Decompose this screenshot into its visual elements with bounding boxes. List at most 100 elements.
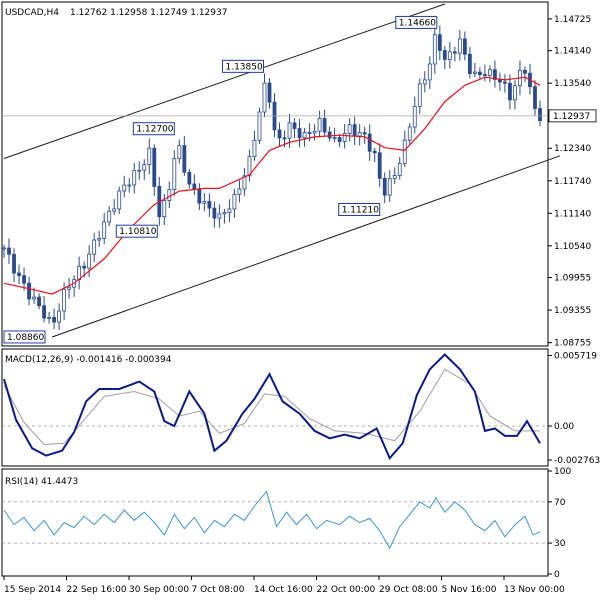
- candle-body: [2, 247, 6, 250]
- channel-lower-line: [51, 155, 561, 338]
- candle-body: [27, 282, 31, 300]
- price-annotation-box: [221, 59, 264, 73]
- candle-body: [222, 212, 227, 215]
- candle-body: [462, 38, 467, 55]
- candle-body: [167, 189, 172, 201]
- candle-body: [182, 145, 187, 173]
- candle-body: [302, 132, 307, 139]
- macd-plot: [2, 353, 548, 460]
- chart-ohlc: 1.12762 1.12958 1.12749 1.12937: [70, 8, 227, 18]
- candle-body: [317, 118, 322, 132]
- candle-body: [427, 63, 432, 81]
- candle-body: [337, 137, 342, 142]
- candle-body: [442, 50, 447, 60]
- candle-body: [147, 147, 152, 166]
- candle-body: [227, 208, 232, 213]
- candle-body: [82, 265, 87, 269]
- candle-body: [47, 317, 51, 319]
- candle-body: [297, 128, 302, 139]
- candle-body: [232, 193, 237, 210]
- time-tick-label: 5 Nov 16:00: [442, 585, 497, 595]
- candle-body: [17, 272, 21, 277]
- candle-body: [62, 288, 67, 312]
- rsi-tick-label: 30: [554, 539, 566, 549]
- price-annotation-box: [132, 122, 175, 136]
- candle-body: [162, 200, 167, 218]
- candle-body: [452, 51, 457, 54]
- candle-body: [242, 175, 247, 190]
- candle-body: [257, 111, 262, 141]
- macd-signal-line: [3, 368, 540, 446]
- candle-body: [477, 71, 482, 75]
- rsi-panel: RSI(14) 41.4473 100 70 30 0: [1, 467, 571, 580]
- candle-body: [127, 184, 132, 187]
- candle-body: [397, 163, 402, 176]
- time-tick-label: 22 Oct 00:00: [317, 585, 376, 595]
- candle-body: [312, 130, 317, 134]
- candle-body: [523, 69, 527, 74]
- candle-body: [382, 177, 387, 196]
- candle-body: [87, 253, 92, 269]
- candle-body: [513, 85, 517, 101]
- macd-title: MACD(12,26,9) -0.001416 -0.000394: [5, 355, 172, 365]
- candle-body: [37, 296, 41, 307]
- candle-body: [342, 133, 347, 142]
- candle-body: [282, 137, 287, 140]
- candle-body: [387, 178, 392, 196]
- chart-symbol: USDCAD,H4: [5, 8, 59, 18]
- candle-body: [307, 132, 312, 134]
- candle-body: [67, 286, 72, 290]
- time-tick-label: 29 Oct 08:00: [379, 585, 438, 595]
- rsi-title: RSI(14) 41.4473: [5, 477, 78, 487]
- candle-body: [422, 79, 427, 85]
- candle-body: [97, 238, 102, 241]
- candle-body: [107, 210, 112, 223]
- candle-body: [92, 239, 97, 255]
- macd-panel: MACD(12,26,9) -0.001416 -0.000394 0.0057…: [1, 348, 600, 467]
- candle-body: [347, 124, 352, 134]
- candle-body: [332, 137, 337, 139]
- price-tick-label: 1.08755: [554, 339, 591, 349]
- candle-body: [508, 82, 512, 101]
- candle-body: [357, 132, 362, 137]
- candle-body: [177, 145, 182, 160]
- candle-body: [362, 132, 367, 135]
- candle-body: [287, 122, 292, 139]
- candle-body: [493, 69, 497, 80]
- candle-body: [212, 207, 217, 219]
- rsi-tick-label: 70: [554, 498, 566, 508]
- candle-body: [437, 34, 442, 51]
- candle-body: [322, 118, 327, 133]
- candle-body: [467, 53, 472, 74]
- moving-average-line: [3, 76, 541, 295]
- candle-body: [217, 213, 222, 219]
- price-plot: 1.12937 1.08860 1.12700 1.10810 1.13850 1.146…: [2, 3, 597, 344]
- channel-upper-line: [3, 3, 445, 159]
- candle-body: [432, 34, 437, 65]
- candle-body: [117, 190, 122, 210]
- price-annotation-box: [338, 203, 381, 217]
- candle-body: [102, 221, 107, 239]
- candle-body: [57, 310, 62, 323]
- candle-body: [197, 188, 202, 204]
- candle-body: [137, 169, 142, 172]
- candle-body: [503, 81, 507, 84]
- price-annotation-label: 1.10810: [119, 227, 156, 237]
- time-tick-label: 14 Oct 16:00: [254, 585, 313, 595]
- candle-body: [488, 69, 492, 76]
- rsi-axis: 100 70 30 0: [548, 467, 571, 580]
- candle-body: [22, 275, 26, 284]
- time-tick-label: 13 Nov 00:00: [504, 585, 565, 595]
- candle-body: [192, 183, 197, 190]
- price-annotation-box: [115, 224, 158, 238]
- macd-main-line: [3, 353, 541, 460]
- price-tick-label: 1.14140: [554, 47, 591, 57]
- candle-body: [237, 188, 242, 195]
- candle-body: [412, 105, 417, 128]
- candle-body: [447, 51, 452, 60]
- candle-body: [407, 126, 412, 141]
- candle-body: [252, 139, 257, 157]
- candle-body: [352, 124, 357, 137]
- candle-body: [112, 208, 117, 212]
- candle-body: [402, 139, 407, 164]
